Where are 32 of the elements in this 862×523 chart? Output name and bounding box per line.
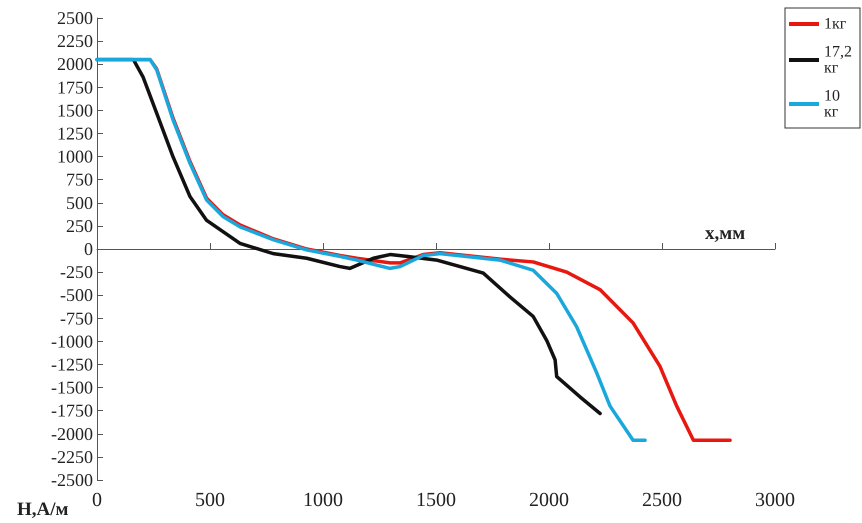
y-tick-label: 1750 bbox=[57, 77, 93, 98]
y-tick-label: 2250 bbox=[57, 31, 93, 52]
y-tick-label: 0 bbox=[84, 239, 93, 259]
legend-label: 10 кг bbox=[824, 88, 844, 120]
y-tick-label: -250 bbox=[60, 262, 93, 282]
y-tick-label: 750 bbox=[66, 170, 93, 190]
y-tick-label: 250 bbox=[66, 216, 93, 236]
y-tick-label: 2000 bbox=[57, 54, 93, 74]
y-tick-label: 1250 bbox=[57, 124, 93, 144]
y-tick-label: 1500 bbox=[57, 100, 93, 120]
x-tick-label: 1000 bbox=[303, 489, 343, 511]
x-tick-label: 500 bbox=[195, 489, 225, 511]
y-tick-label: -2250 bbox=[51, 446, 93, 467]
legend-label: 17,2 кг bbox=[824, 44, 856, 76]
y-tick-label: -1250 bbox=[51, 354, 93, 374]
x-tick-label: 2000 bbox=[529, 489, 569, 511]
x-tick-label: 2500 bbox=[642, 489, 682, 511]
x-tick-label: 1500 bbox=[416, 489, 456, 511]
y-tick-label: 2500 bbox=[57, 8, 93, 28]
y-tick-label: 1000 bbox=[57, 146, 93, 167]
y-tick-label: -1750 bbox=[51, 400, 93, 421]
y-tick-label: -1000 bbox=[51, 331, 93, 352]
y-tick-label: 500 bbox=[66, 192, 93, 213]
x-tick-label: 3000 bbox=[755, 489, 795, 511]
legend-label: 1кг bbox=[824, 16, 847, 32]
y-tick-label: -2000 bbox=[51, 424, 93, 444]
y-tick-label: -1500 bbox=[51, 378, 93, 398]
x-axis-title: x,мм bbox=[705, 223, 746, 244]
y-tick-label: -500 bbox=[60, 285, 93, 306]
y-tick-label: -2500 bbox=[51, 470, 93, 490]
y-tick-label: -750 bbox=[60, 308, 93, 328]
y-axis-title: H,А/м bbox=[17, 499, 69, 520]
